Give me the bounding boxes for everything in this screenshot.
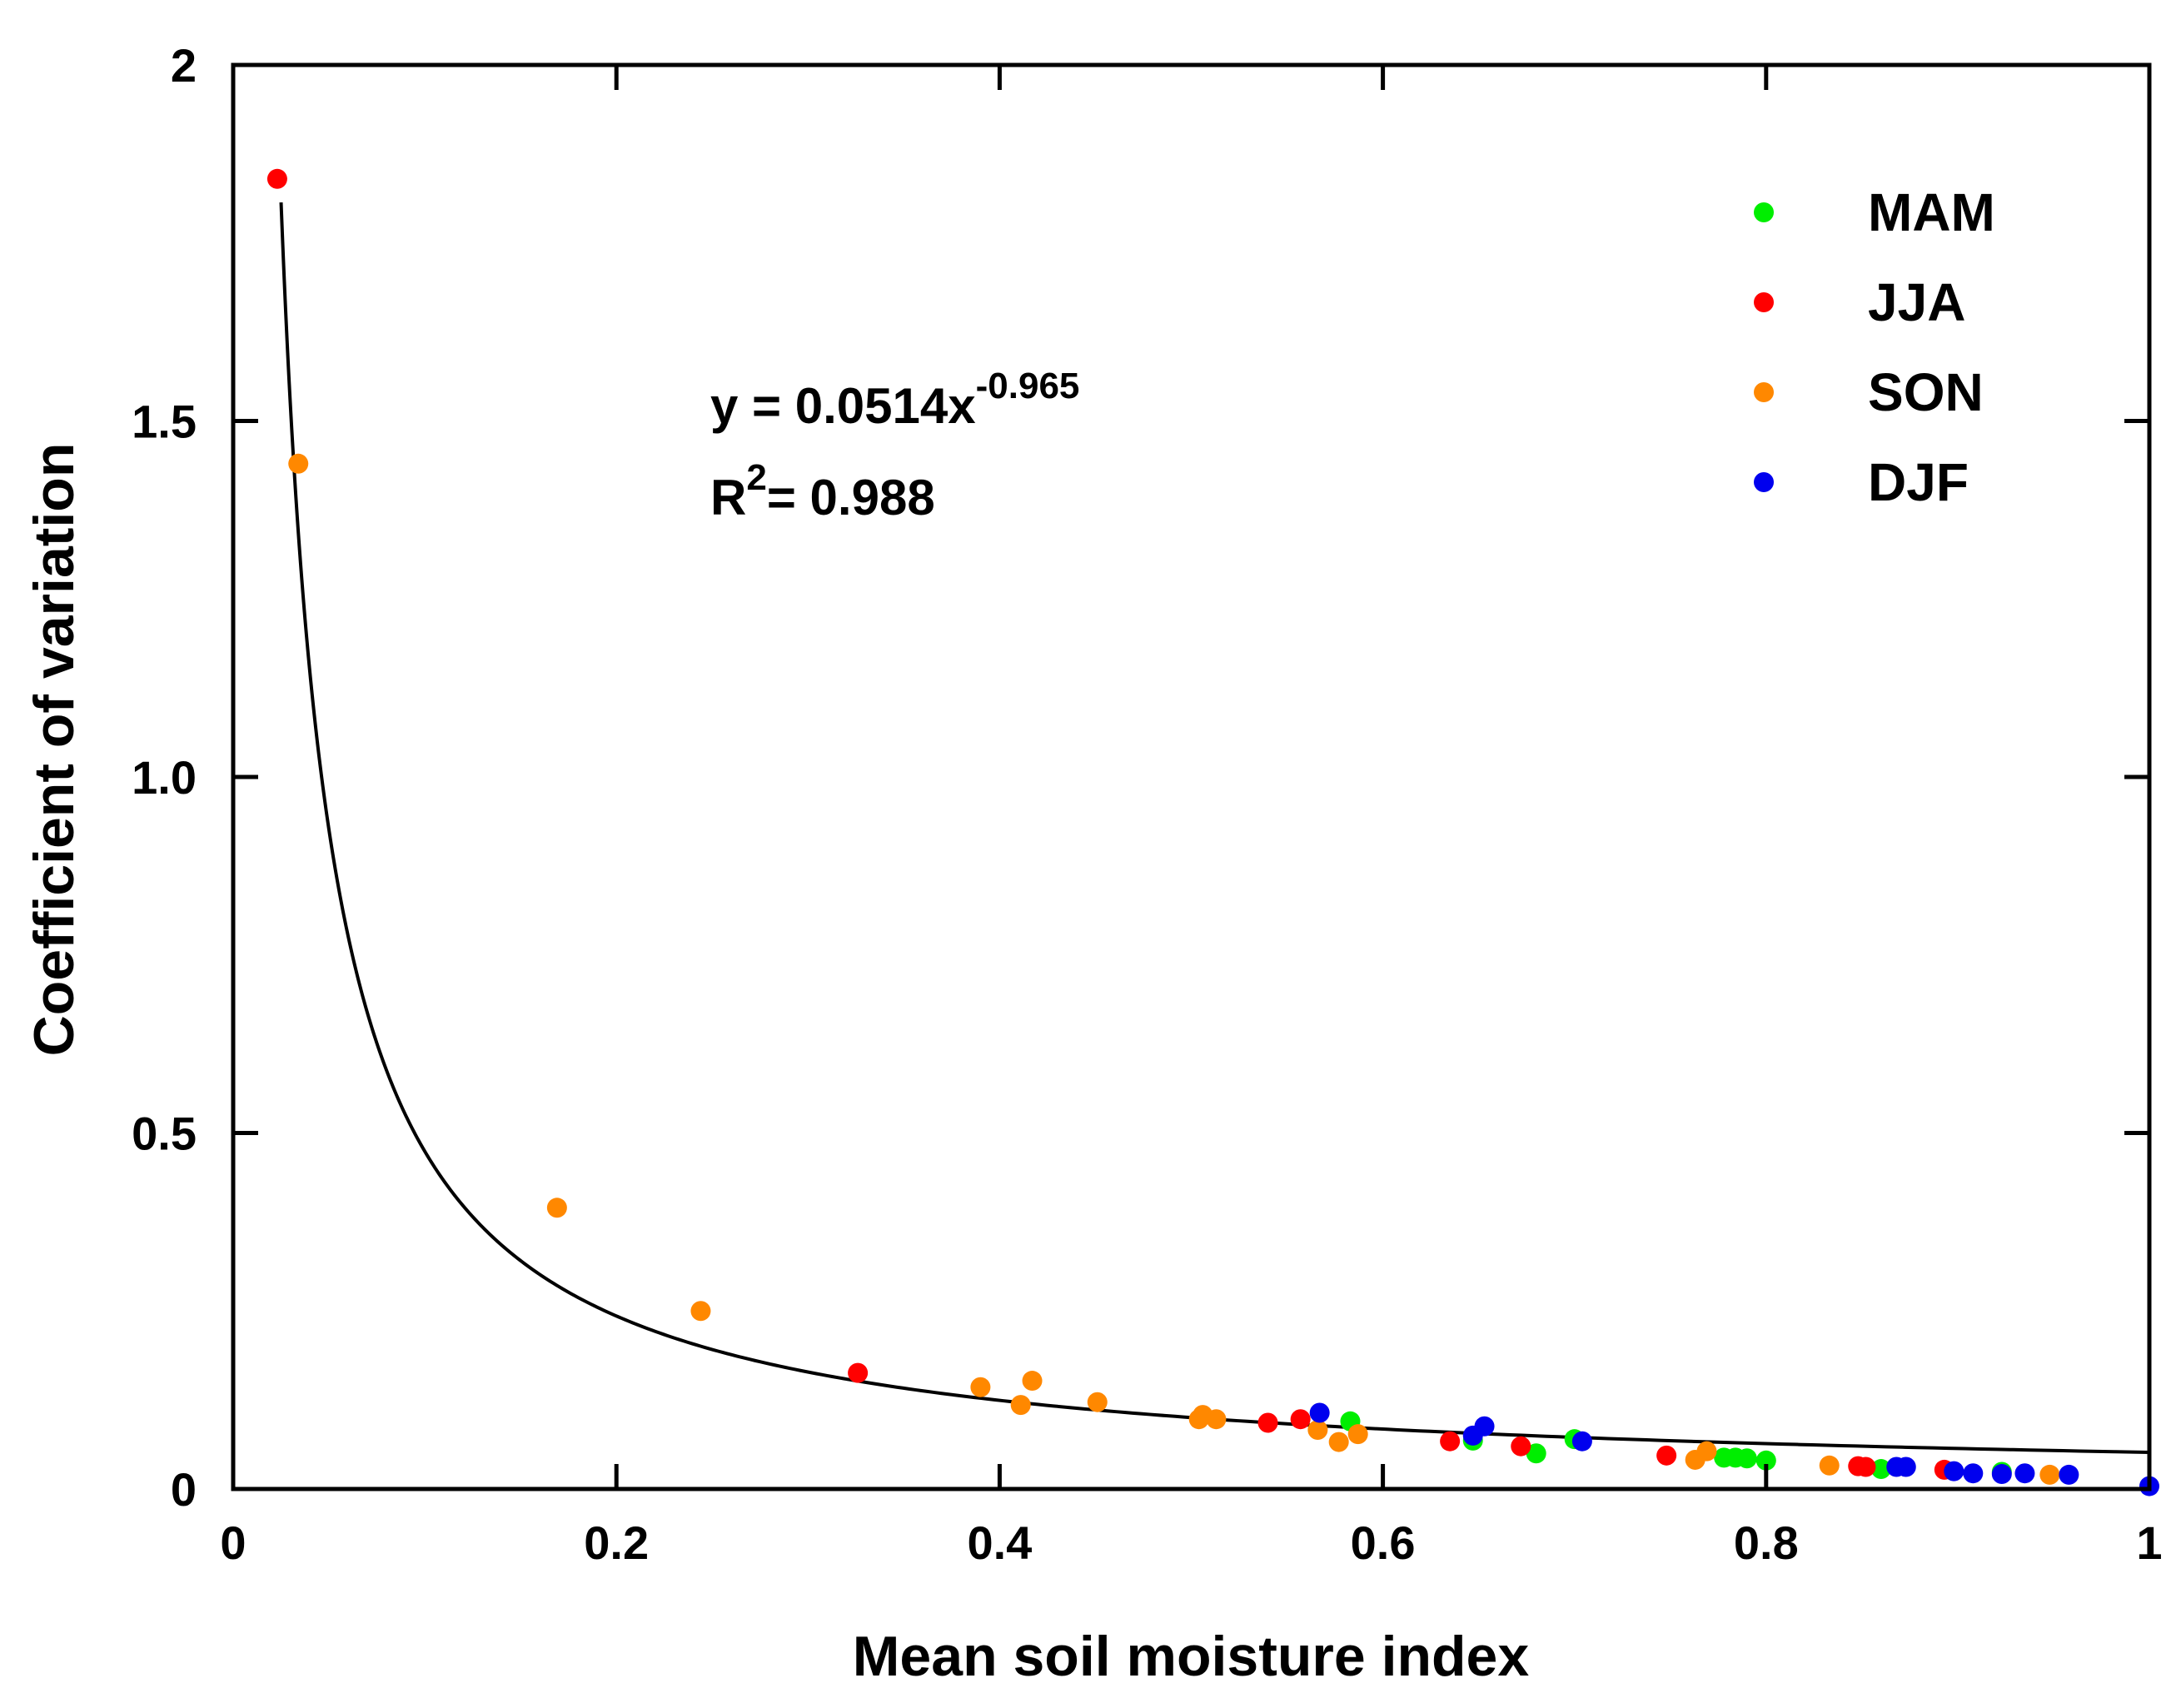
x-tick-label: 0	[220, 1516, 246, 1569]
r-squared-value: = 0.988	[767, 470, 935, 525]
x-tick-label: 0.4	[967, 1516, 1032, 1569]
data-point-son	[1307, 1420, 1328, 1441]
data-point-jja	[1855, 1457, 1876, 1477]
y-tick-label: 1.5	[132, 396, 197, 448]
data-point-djf	[1963, 1463, 1984, 1484]
data-point-son	[1010, 1395, 1031, 1416]
x-tick-label: 0.2	[584, 1516, 649, 1569]
data-point-mam	[1755, 1450, 1776, 1471]
data-point-djf	[1571, 1431, 1592, 1452]
legend-label-djf: DJF	[1868, 452, 1969, 512]
fit-equation: y = 0.0514x-0.965	[710, 366, 1079, 434]
fit-r-squared: R2= 0.988	[710, 457, 935, 525]
data-point-mam	[1736, 1448, 1757, 1469]
legend: MAM JJA SON DJF	[1754, 182, 1995, 512]
data-point-son	[2039, 1464, 2060, 1485]
data-point-son	[1087, 1392, 1108, 1412]
fit-equation-main: y = 0.0514x	[710, 378, 976, 434]
data-point-jja	[1257, 1412, 1278, 1433]
r-squared-exponent: 2	[746, 457, 766, 498]
data-point-son	[1696, 1441, 1717, 1462]
data-point-djf	[1309, 1402, 1330, 1423]
series-djf	[1309, 1402, 2159, 1496]
data-point-son	[970, 1377, 991, 1397]
data-point-mam	[1526, 1443, 1546, 1464]
legend-label-jja: JJA	[1868, 272, 1965, 332]
axis-ticks-layer: 0 0.2 0.4 0.6 0.8 1 0 0.5 1.0 1.5 2	[132, 39, 2162, 1569]
legend-label-son: SON	[1868, 362, 1984, 422]
x-tick-label: 0.6	[1351, 1516, 1416, 1569]
y-tick-label: 0.5	[132, 1108, 197, 1160]
y-axis-title: Coefficient of variation	[22, 443, 86, 1057]
legend-marker-djf	[1754, 472, 1774, 492]
legend-marker-mam	[1754, 202, 1774, 222]
y-tick-label: 0	[171, 1463, 197, 1516]
fit-equation-exponent: -0.965	[976, 366, 1080, 406]
x-axis-title: Mean soil moisture index	[853, 1625, 1530, 1688]
data-point-jja	[266, 168, 287, 189]
y-tick-label: 1.0	[132, 751, 197, 804]
data-point-mam	[1870, 1459, 1891, 1480]
data-point-son	[1206, 1409, 1227, 1430]
data-point-djf	[2059, 1464, 2079, 1485]
x-tick-label: 0.8	[1734, 1516, 1799, 1569]
data-point-son	[1328, 1432, 1349, 1452]
data-point-son	[690, 1301, 711, 1322]
x-tick-label: 1	[2136, 1516, 2162, 1569]
data-point-jja	[1656, 1445, 1677, 1466]
legend-marker-jja	[1754, 292, 1774, 312]
y-tick-label: 2	[171, 39, 197, 92]
data-point-djf	[2014, 1463, 2035, 1484]
data-point-djf	[1944, 1461, 1964, 1481]
legend-label-mam: MAM	[1868, 182, 1995, 242]
data-point-jja	[1290, 1409, 1311, 1430]
data-point-son	[288, 453, 309, 474]
data-point-djf	[1991, 1464, 2012, 1485]
data-point-son	[546, 1198, 567, 1218]
data-point-djf	[1474, 1416, 1495, 1437]
data-points-layer	[266, 168, 2159, 1496]
legend-marker-son	[1754, 382, 1774, 402]
data-point-jja	[848, 1362, 869, 1383]
data-point-djf	[1895, 1457, 1916, 1477]
r-squared-letter: R	[710, 470, 746, 525]
data-point-jja	[1511, 1436, 1531, 1457]
data-point-son	[1022, 1371, 1043, 1392]
series-son	[288, 453, 2060, 1485]
data-point-jja	[1440, 1431, 1461, 1452]
data-point-son	[1347, 1424, 1368, 1445]
data-point-son	[1819, 1455, 1840, 1476]
